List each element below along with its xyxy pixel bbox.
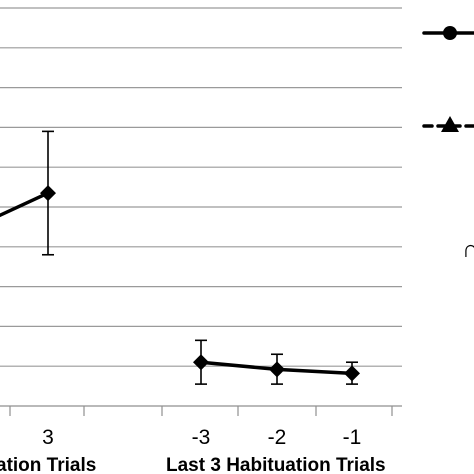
data-points <box>40 185 360 382</box>
x-tick-label: -1 <box>343 426 362 449</box>
diamond-point <box>344 365 360 382</box>
annotation-text: ∩ <box>462 236 474 263</box>
diamond-point <box>269 361 285 378</box>
series-line <box>0 191 50 218</box>
error-bars <box>42 130 358 385</box>
legend <box>422 26 474 132</box>
gridlines <box>0 7 402 407</box>
axis-labels: 3 -3 -2 -1 ation Trials Last 3 Habituation Tr… <box>0 426 386 474</box>
x-tick-label: -3 <box>192 426 211 449</box>
x-axis <box>9 406 393 416</box>
group-label: ation Trials <box>0 455 96 474</box>
triangle-marker-icon <box>441 116 459 132</box>
group-label: Last 3 Habituation Trials <box>166 455 386 474</box>
x-tick-label: -2 <box>268 426 287 449</box>
diamond-point <box>193 354 209 371</box>
circle-marker-icon <box>443 26 457 40</box>
x-tick-label: 3 <box>42 426 54 449</box>
series-lines <box>0 191 354 376</box>
diamond-point <box>40 185 56 202</box>
